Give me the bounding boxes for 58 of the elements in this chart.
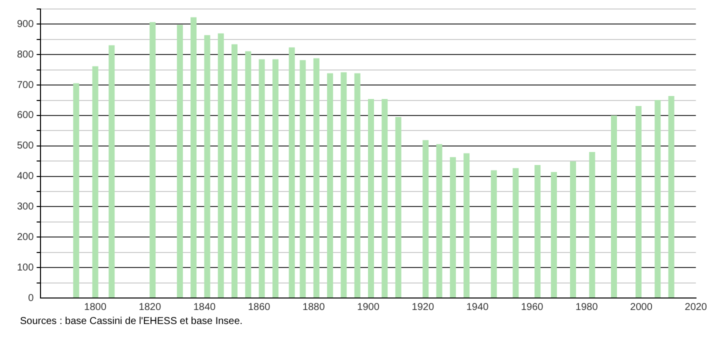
bar bbox=[654, 100, 661, 298]
bar bbox=[450, 157, 456, 298]
bar bbox=[92, 66, 98, 298]
y-tick-label: 500 bbox=[16, 140, 34, 152]
bar bbox=[190, 17, 197, 298]
bar bbox=[382, 99, 388, 298]
x-tick-label: 1900 bbox=[357, 302, 380, 313]
y-tick-label: 200 bbox=[16, 232, 34, 243]
y-tick-label: 900 bbox=[16, 18, 34, 30]
bar bbox=[300, 60, 306, 298]
bar bbox=[288, 47, 295, 298]
x-tick-label: 2000 bbox=[630, 302, 653, 313]
x-tick-label: 1840 bbox=[193, 302, 216, 313]
x-tick-label: 1960 bbox=[520, 302, 544, 313]
y-tick-label: 300 bbox=[16, 201, 34, 212]
bar bbox=[570, 161, 576, 298]
bar bbox=[204, 35, 210, 298]
bar bbox=[176, 24, 183, 298]
bar bbox=[218, 33, 224, 298]
bar bbox=[150, 22, 156, 298]
bar bbox=[327, 73, 334, 298]
y-tick-label: 700 bbox=[16, 80, 34, 91]
bar bbox=[272, 59, 278, 298]
bar bbox=[668, 96, 674, 298]
bar bbox=[512, 168, 519, 298]
x-tick-label: 1920 bbox=[412, 302, 434, 313]
y-tick-label: 100 bbox=[16, 262, 34, 274]
bar bbox=[636, 106, 642, 298]
bar bbox=[313, 58, 320, 298]
bar bbox=[368, 99, 374, 298]
bar bbox=[232, 44, 238, 298]
x-tick-label: 1800 bbox=[84, 302, 107, 313]
x-tick-label: 1860 bbox=[248, 302, 271, 313]
bar bbox=[73, 83, 80, 298]
y-tick-label: 400 bbox=[16, 171, 34, 182]
x-tick-label: 1880 bbox=[302, 302, 326, 313]
y-tick-label: 800 bbox=[16, 49, 34, 60]
x-tick-label: 1940 bbox=[466, 302, 490, 313]
bar bbox=[436, 144, 442, 298]
bar bbox=[534, 165, 541, 298]
y-tick-label: 0 bbox=[28, 292, 34, 304]
y-tick-label: 600 bbox=[16, 110, 34, 122]
source-note: Sources : base Cassini de l'EHESS et base Insee. bbox=[20, 316, 244, 327]
bar bbox=[354, 73, 360, 298]
bar bbox=[464, 153, 470, 298]
bar bbox=[340, 72, 347, 298]
x-tick-label: 1820 bbox=[138, 302, 162, 313]
bar bbox=[610, 115, 617, 298]
bar bbox=[550, 172, 557, 298]
bar bbox=[258, 59, 265, 298]
bar bbox=[589, 152, 596, 298]
bar bbox=[490, 170, 497, 298]
bar bbox=[422, 140, 429, 298]
bar bbox=[245, 51, 252, 298]
bar bbox=[108, 45, 115, 298]
x-tick-label: 1980 bbox=[576, 302, 598, 313]
bar bbox=[395, 116, 402, 298]
x-tick-label: 2020 bbox=[684, 302, 708, 313]
